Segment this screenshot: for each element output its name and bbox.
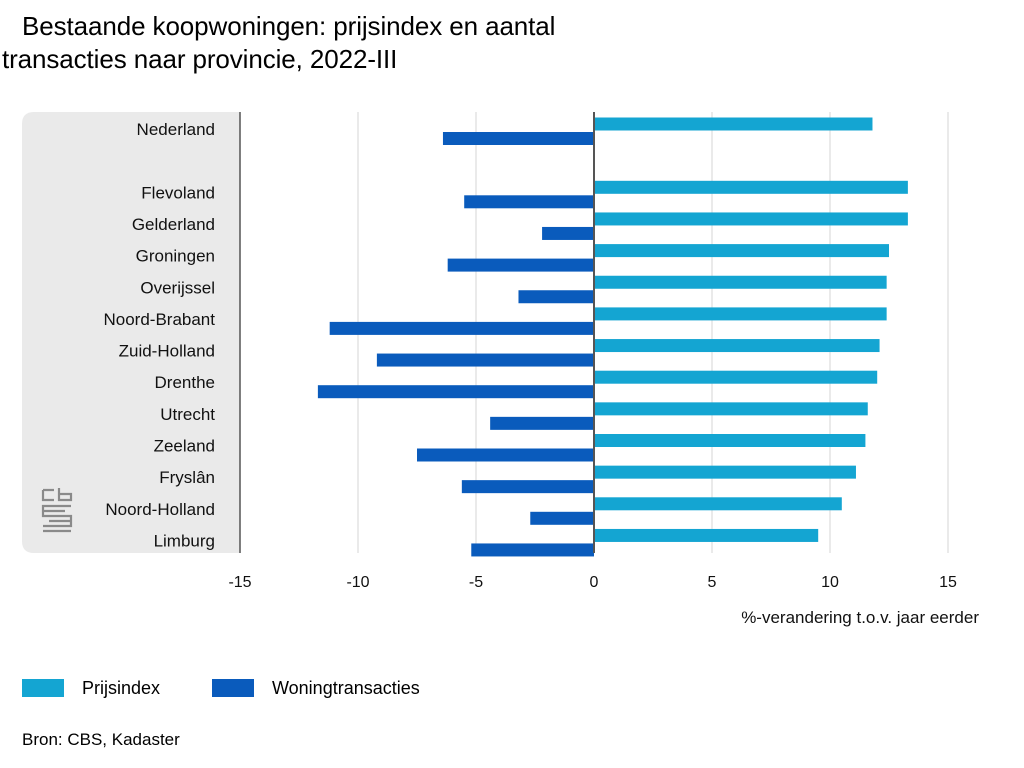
bar-prijsindex — [594, 402, 868, 416]
legend-swatch-prijsindex — [22, 679, 64, 697]
category-label: Nederland — [137, 120, 215, 139]
x-tick-label: -5 — [469, 574, 483, 591]
bar-woningtransacties — [518, 290, 594, 304]
bar-prijsindex — [594, 465, 856, 479]
bar-woningtransacties — [376, 353, 594, 367]
bar-prijsindex — [594, 528, 819, 542]
bar-woningtransacties — [542, 226, 594, 240]
category-label: Utrecht — [160, 405, 215, 424]
legend-swatch-woningtransacties — [212, 679, 254, 697]
category-panel — [22, 112, 240, 553]
bar-prijsindex — [594, 244, 889, 258]
bar-woningtransacties — [447, 258, 594, 272]
bar-woningtransacties — [490, 416, 594, 430]
bar-woningtransacties — [329, 321, 594, 335]
cbs-logo-icon — [41, 488, 73, 533]
bar-prijsindex — [594, 307, 887, 321]
bar-prijsindex — [594, 180, 908, 194]
category-label: Zuid-Holland — [119, 342, 215, 361]
bar-woningtransacties — [417, 448, 594, 462]
category-label: Fryslân — [159, 468, 215, 487]
bar-prijsindex — [594, 497, 842, 511]
x-tick-label: 0 — [590, 574, 599, 591]
legend-label-woningtransacties: Woningtransacties — [272, 678, 420, 698]
x-tick-label: -10 — [346, 574, 369, 591]
x-tick-label: 15 — [939, 574, 957, 591]
source-note: Bron: CBS, Kadaster — [22, 730, 180, 749]
bar-woningtransacties — [530, 511, 594, 525]
category-label: Gelderland — [132, 215, 215, 234]
chart-title-line-2: transacties naar provincie, 2022-III — [2, 44, 398, 74]
category-label: Limburg — [154, 531, 215, 550]
category-label: Flevoland — [141, 183, 215, 202]
bar-woningtransacties — [461, 480, 594, 494]
category-label: Noord-Brabant — [103, 310, 215, 329]
bar-woningtransacties — [317, 385, 594, 399]
bar-woningtransacties — [464, 195, 594, 209]
bar-prijsindex — [594, 117, 873, 131]
bar-chart: -15 -10 -5 0 5 10 15 %-verandering t.o.v. jaar … — [22, 112, 979, 627]
category-label: Zeeland — [154, 437, 215, 456]
legend-label-prijsindex: Prijsindex — [82, 678, 161, 698]
bar-woningtransacties — [442, 132, 594, 145]
x-tick-label: 5 — [708, 574, 717, 591]
bar-woningtransacties — [471, 543, 594, 557]
chart-title-line-1: Bestaande koopwoningen: prijsindex en aa… — [22, 11, 556, 41]
category-label: Noord-Holland — [105, 500, 215, 519]
category-label: Overijssel — [140, 278, 215, 297]
bar-prijsindex — [594, 212, 908, 226]
bar-prijsindex — [594, 339, 880, 353]
category-label: Groningen — [136, 247, 215, 266]
bar-prijsindex — [594, 370, 878, 384]
bar-prijsindex — [594, 275, 887, 289]
chart-title: Bestaande koopwoningen: prijsindex en aa… — [0, 10, 700, 76]
x-axis-label: %-verandering t.o.v. jaar eerder — [741, 608, 979, 627]
category-label: Drenthe — [155, 373, 215, 392]
x-tick-label: -15 — [228, 574, 251, 591]
bar-prijsindex — [594, 434, 866, 447]
x-tick-label: 10 — [821, 574, 839, 591]
